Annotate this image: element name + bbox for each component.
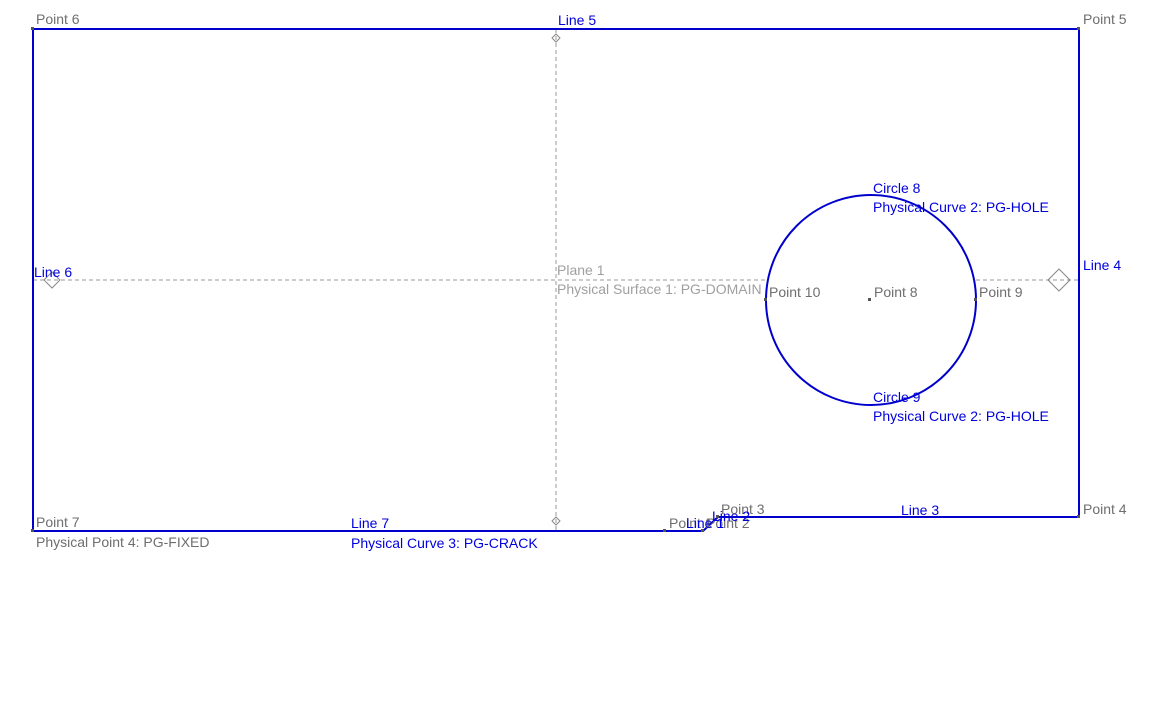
point-9-label: Point 9 [979,284,1023,300]
line-6-label: Line 6 [34,264,72,280]
point-2-marker[interactable] [701,529,704,532]
point-2-label: Point 2 [706,515,750,531]
point-3-marker[interactable] [716,515,719,518]
line-2[interactable] [702,516,719,532]
point-5-label: Point 5 [1083,11,1127,27]
point-9-marker[interactable] [974,298,977,301]
point-5-marker[interactable] [1077,27,1080,30]
circle-8-physical-label: Physical Curve 2: PG-HOLE [873,199,1049,215]
plane-1-label: Plane 1 [557,262,605,278]
point-1-marker[interactable] [663,529,666,532]
point-4-marker[interactable] [1077,515,1080,518]
point-8-label: Point 8 [874,284,918,300]
surface-handle-top[interactable] [551,33,561,43]
point-7-physical-label: Physical Point 4: PG-FIXED [36,534,210,550]
point-8-marker[interactable] [868,298,871,301]
plane-1-physical-label: Physical Surface 1: PG-DOMAIN [557,281,762,297]
point-4-label: Point 4 [1083,501,1127,517]
line-4-label: Line 4 [1083,257,1121,273]
line-5-label: Line 5 [558,12,596,28]
circle-9[interactable] [765,299,977,406]
surface-handle-left[interactable] [43,271,61,289]
circle-8-label: Circle 8 [873,180,921,196]
point-6-label: Point 6 [36,11,80,27]
point-10-label: Point 10 [769,284,821,300]
point-3-label: Point 3 [721,501,765,517]
line-7-physical-label: Physical Curve 3: PG-CRACK [351,535,538,551]
line-1-label: Line 1 [686,515,724,531]
circle-8[interactable] [765,194,977,301]
line-3-label: Line 3 [901,502,939,518]
surface-handle-right[interactable] [1047,268,1071,292]
line-7-label: Line 7 [351,515,389,531]
point-10-marker[interactable] [764,298,767,301]
point-7-label: Point 7 [36,514,80,530]
surface-handle-bottom[interactable] [551,516,561,526]
point-1-label: Point 1 [669,515,713,531]
circle-9-label: Circle 9 [873,389,921,405]
point-7-marker[interactable] [31,529,34,532]
line-2-label: Line 2 [712,508,750,524]
point-6-marker[interactable] [31,27,34,30]
circle-9-physical-label: Physical Curve 2: PG-HOLE [873,408,1049,424]
